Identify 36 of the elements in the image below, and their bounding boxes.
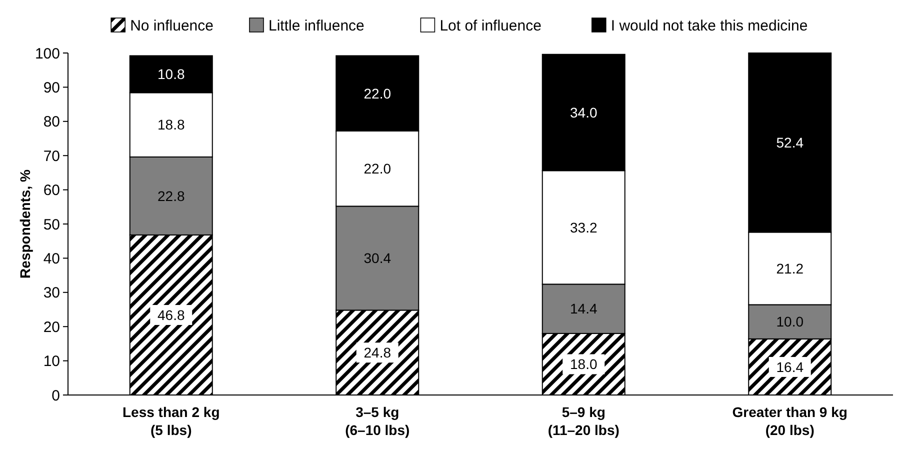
y-tick-label: 100 bbox=[34, 45, 60, 62]
legend-label: No influence bbox=[130, 17, 214, 34]
y-axis-title: Respondents, % bbox=[17, 169, 33, 278]
data-label: 16.4 bbox=[776, 358, 804, 375]
data-label: 10.0 bbox=[776, 314, 804, 330]
x-tick-label: Less than 2 kg (5 lbs) bbox=[122, 404, 220, 438]
y-tick-label: 70 bbox=[43, 148, 60, 165]
y-tick-label: 40 bbox=[43, 250, 60, 268]
x-tick-label: 5–9 kg (11–20 lbs) bbox=[548, 404, 620, 438]
y-tick-label: 30 bbox=[43, 284, 60, 302]
y-tick-label: 0 bbox=[52, 387, 60, 404]
data-label: 24.8 bbox=[364, 344, 392, 360]
data-label: 52.4 bbox=[776, 134, 804, 151]
data-label: 10.8 bbox=[158, 66, 185, 82]
y-tick-label: 90 bbox=[43, 79, 60, 96]
data-label: 33.2 bbox=[570, 219, 598, 236]
data-label: 18.8 bbox=[158, 116, 185, 133]
data-label: 34.0 bbox=[570, 104, 598, 120]
data-label: 22.0 bbox=[364, 85, 392, 102]
y-tick-label: 20 bbox=[43, 318, 60, 336]
y-tick-label: 10 bbox=[43, 353, 60, 370]
legend-label: Lot of influence bbox=[440, 17, 542, 34]
data-label: 30.4 bbox=[364, 250, 392, 266]
legend-label: I would not take this medicine bbox=[610, 17, 808, 34]
data-label: 18.0 bbox=[570, 356, 598, 372]
data-label: 22.0 bbox=[364, 160, 392, 176]
y-tick-label: 80 bbox=[43, 114, 60, 131]
y-tick-label: 50 bbox=[43, 216, 60, 234]
data-label: 46.8 bbox=[158, 306, 185, 323]
data-label: 14.4 bbox=[570, 300, 598, 317]
y-tick-label: 60 bbox=[43, 182, 60, 200]
data-label: 22.8 bbox=[158, 188, 185, 204]
x-tick-label: 3–5 kg (6–10 lbs) bbox=[345, 404, 410, 438]
x-tick-label: Greater than 9 kg (20 lbs) bbox=[732, 404, 848, 438]
legend-label: Little influence bbox=[268, 17, 364, 34]
data-label: 21.2 bbox=[776, 260, 804, 276]
